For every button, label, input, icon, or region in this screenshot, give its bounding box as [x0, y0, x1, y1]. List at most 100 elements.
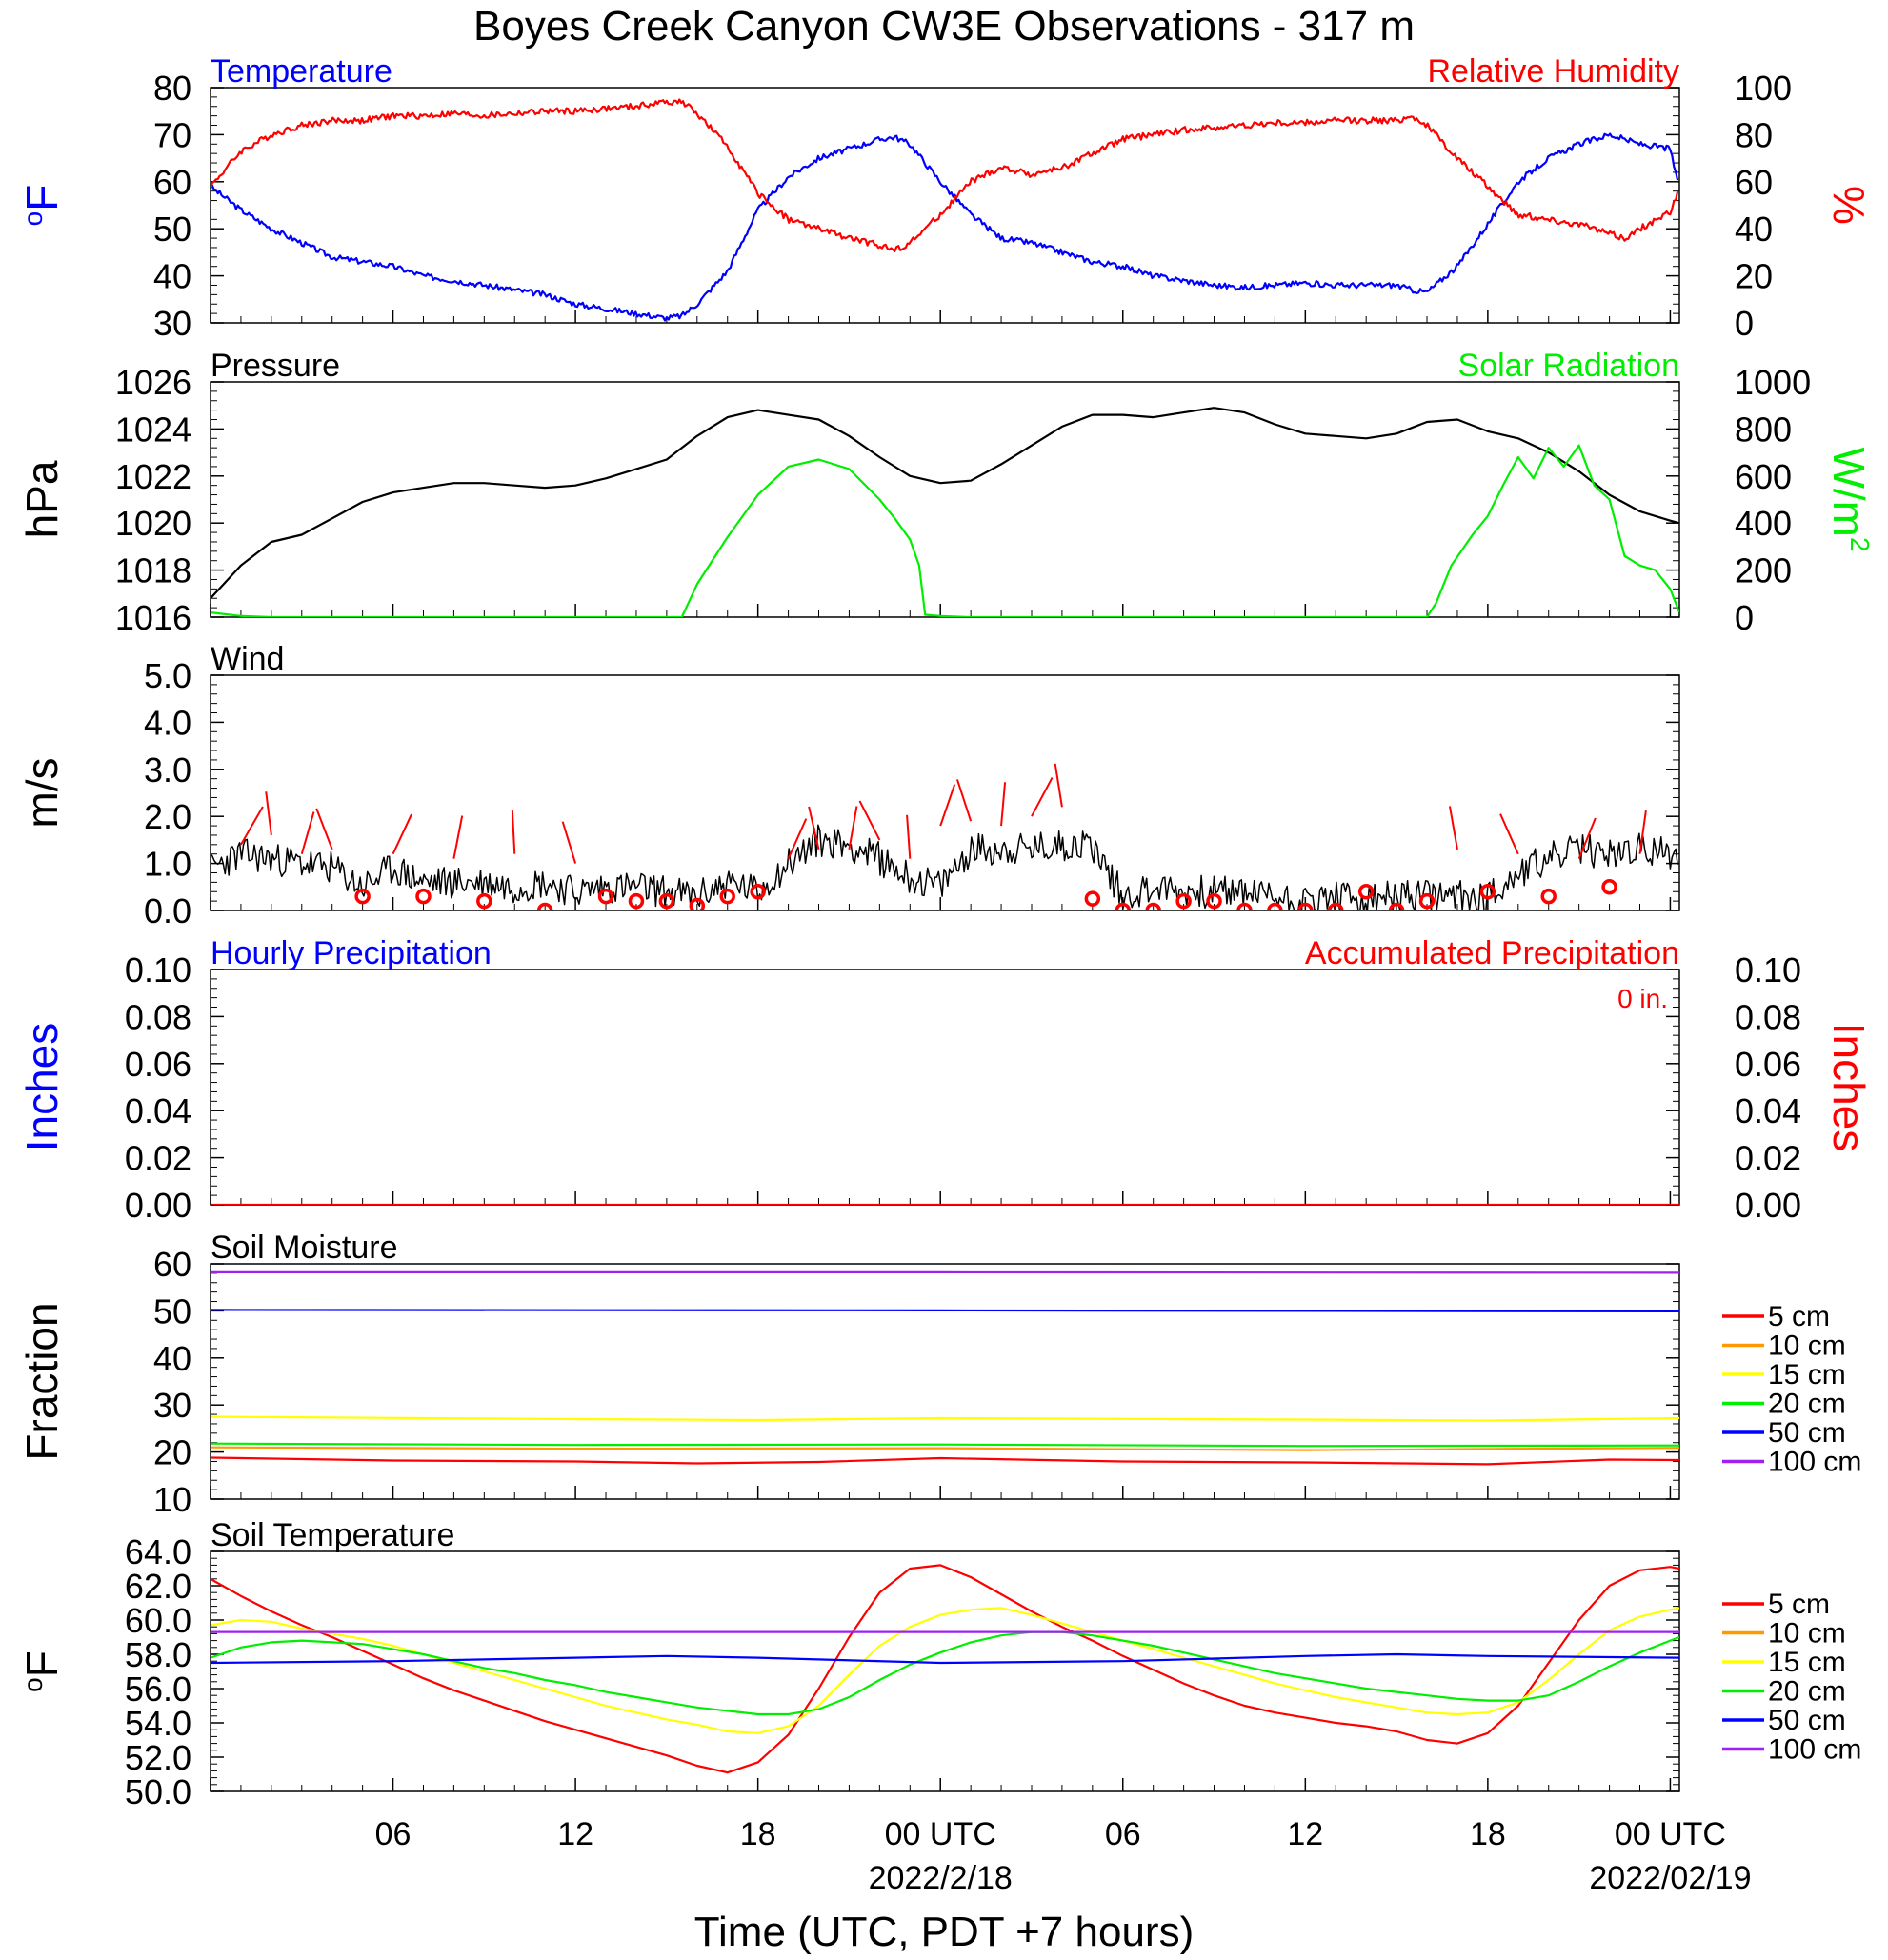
panel-precip: 0.00 0.02 0.04 0.06 0.08 0.10 0.00 0.02 0.04 0.06…	[17, 935, 1874, 1225]
y2-axis-label: %	[1824, 186, 1874, 225]
x-tick-label: 12	[557, 1816, 593, 1852]
panel-soil_moisture: 10 20 30 40 50 60 Soil Moisture Fraction 5 cm10 …	[17, 1230, 1861, 1519]
series-line-temperature	[211, 132, 1679, 322]
y-tick-label: 56.0	[125, 1670, 191, 1709]
wind-barb	[240, 806, 264, 846]
wind-calm-circle	[1388, 902, 1405, 910]
y-tick-label: 1018	[115, 551, 191, 590]
plot-frame	[210, 1263, 1680, 1500]
series-line-5-cm	[211, 1456, 1679, 1466]
y-tick-label: 1024	[115, 410, 191, 449]
panel-temp_rh: 30 40 50 60 70 80 0 20 40 60 80 100 Temperature Relat…	[17, 53, 1874, 343]
wind-barb	[1000, 782, 1007, 827]
series-line-15-cm	[211, 1415, 1679, 1422]
y-tick-label: 30	[153, 304, 191, 343]
legend-label: 10 cm	[1768, 1330, 1846, 1362]
wind-barb	[1031, 777, 1054, 817]
y-tick-label: 60	[153, 1245, 191, 1284]
y-tick-label: 3.0	[144, 750, 191, 790]
y-tick-label: 1022	[115, 457, 191, 496]
wind-barb	[1638, 810, 1647, 854]
y2-tick-label: 0.06	[1735, 1045, 1801, 1084]
legend-label: 100 cm	[1768, 1734, 1861, 1766]
panel-left-title: Soil Temperature	[211, 1517, 454, 1553]
y2-tick-label: 200	[1735, 551, 1792, 590]
panel-pressure_solar: 1016 1018 1020 1022 1024 1026 0 200 400 600 800 100…	[17, 348, 1875, 637]
wind-barb	[787, 818, 808, 860]
legend-label: 5 cm	[1768, 1589, 1830, 1620]
legend-label: 5 cm	[1768, 1301, 1830, 1332]
y2-axis-label: W/m2	[1824, 447, 1875, 551]
wind-barb	[265, 791, 272, 836]
y2-tick-label: 40	[1735, 210, 1773, 249]
y2-tick-label: 0	[1735, 304, 1754, 343]
x-tick-label: 18	[1470, 1816, 1506, 1852]
y-tick-label: 30	[153, 1386, 191, 1425]
y-tick-label: 0.06	[125, 1045, 191, 1084]
series-line-100-cm	[211, 1270, 1679, 1274]
y-tick-label: 0.04	[125, 1091, 191, 1130]
y-axis-label: oF	[17, 185, 67, 227]
series-group	[211, 1564, 1679, 1774]
wind-calm-circle	[536, 902, 553, 910]
wind-calm-circle	[1145, 902, 1161, 910]
x-tick-label: 00 UTC	[1615, 1816, 1726, 1852]
y-tick-label: 20	[153, 1433, 191, 1472]
plot-frame	[210, 87, 1680, 324]
series-line-solar-radiation	[211, 444, 1679, 617]
wind-calm-circle	[1115, 902, 1132, 910]
wind-barb	[858, 800, 881, 841]
x-date-label: 2022/02/19	[1589, 1860, 1751, 1896]
series-line-relative-humidity	[211, 98, 1679, 253]
wind-barb	[561, 821, 577, 864]
y-tick-label: 50.0	[125, 1772, 191, 1811]
y-tick-label: 40	[153, 257, 191, 296]
plot-frame	[210, 1550, 1680, 1792]
panel-annotation: 0 in.	[1617, 984, 1668, 1013]
series-line-20-cm	[211, 1630, 1679, 1716]
y-tick-label: 52.0	[125, 1738, 191, 1777]
wind-barb	[1448, 806, 1458, 850]
legend-label: 20 cm	[1768, 1389, 1846, 1420]
y-tick-label: 58.0	[125, 1635, 191, 1674]
y2-tick-label: 800	[1735, 410, 1792, 449]
y2-tick-label: 1000	[1735, 363, 1811, 402]
y2-tick-label: 80	[1735, 115, 1773, 154]
legend-label: 15 cm	[1768, 1647, 1846, 1678]
wind-calm-circle	[1418, 892, 1436, 910]
chart-title: Boyes Creek Canyon CW3E Observations - 3…	[473, 3, 1415, 50]
y-tick-label: 10	[153, 1480, 191, 1519]
legend-label: 20 cm	[1768, 1676, 1846, 1708]
panel-left-title: Wind	[211, 641, 284, 677]
y-tick-label: 1016	[115, 598, 191, 637]
y-tick-label: 5.0	[144, 656, 191, 695]
wind-barb	[392, 813, 412, 855]
legend-label: 50 cm	[1768, 1705, 1846, 1736]
wind-barb	[315, 808, 333, 850]
y2-tick-label: 0.10	[1735, 950, 1801, 990]
series-group	[211, 763, 1678, 910]
y2-tick-label: 0.08	[1735, 997, 1801, 1036]
y2-tick-label: 0.02	[1735, 1139, 1801, 1178]
wind-calm-circle	[1175, 892, 1192, 910]
wind-barb	[808, 806, 820, 850]
legend-label: 50 cm	[1768, 1417, 1846, 1449]
y-tick-label: 50	[153, 210, 191, 249]
x-date-label: 2022/2/18	[869, 1860, 1013, 1896]
series-line-50-cm	[211, 1652, 1679, 1665]
y-axis-label: Inches	[17, 1023, 67, 1152]
y-axis-label: hPa	[17, 460, 67, 538]
wind-calm-circle	[1601, 879, 1617, 895]
series-group	[211, 1270, 1679, 1466]
wind-barb	[511, 810, 516, 854]
y-axis-label: oF	[17, 1650, 67, 1692]
wind-calm-circle	[689, 897, 706, 910]
y-tick-label: 1020	[115, 504, 191, 543]
y-tick-label: 0.08	[125, 997, 191, 1036]
plot-frame	[210, 674, 1680, 911]
wind-calm-circle	[1236, 902, 1253, 910]
wind-calm-circle	[1297, 902, 1314, 910]
y-tick-label: 4.0	[144, 703, 191, 742]
wind-barb	[906, 814, 912, 859]
